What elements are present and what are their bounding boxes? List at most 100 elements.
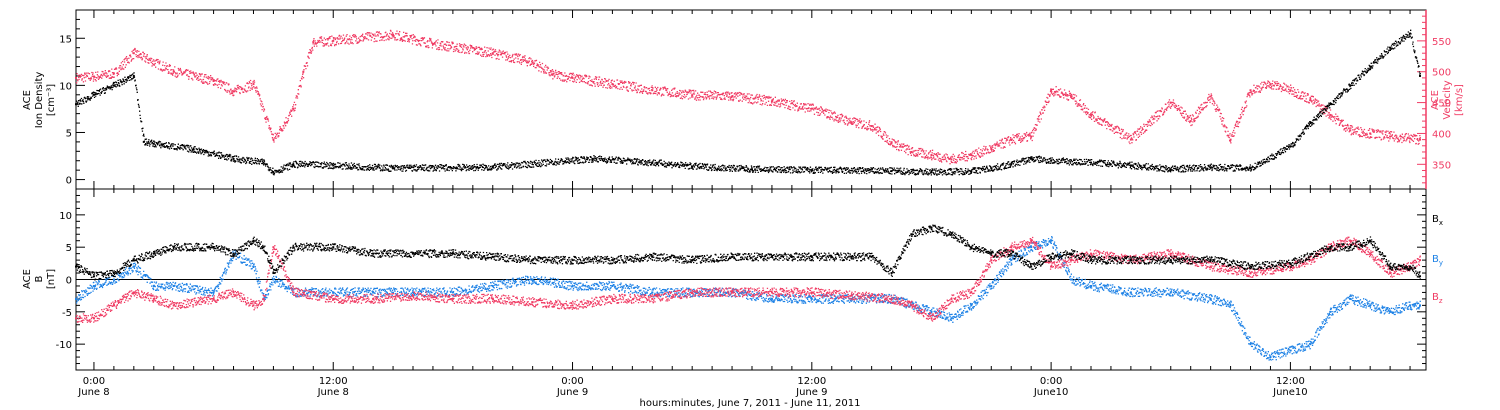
x-tick-label-time: 12:00 — [1276, 376, 1305, 387]
bz-point — [1389, 272, 1392, 275]
bx-point — [1089, 259, 1092, 262]
density-point — [1169, 168, 1172, 171]
velocity-scatter — [76, 29, 1421, 165]
legend-entry-Bx: Bx — [1432, 214, 1443, 227]
density-point — [1209, 166, 1212, 169]
bz-point — [571, 304, 574, 307]
x-tick-label-date: June 8 — [77, 387, 109, 398]
by-point — [1369, 304, 1372, 307]
bx-point — [451, 252, 454, 255]
x-tick-label-date: June10 — [1033, 387, 1069, 398]
by-point — [1209, 297, 1212, 300]
density-point — [132, 74, 135, 77]
density-point — [292, 163, 295, 166]
bx-point — [332, 246, 335, 249]
velocity-y-tick-label: 450 — [1432, 99, 1451, 110]
by-point — [1050, 239, 1053, 242]
panel1-left-ylabel: ACE Ion Density [cm⁻³] — [22, 72, 57, 129]
by-point — [990, 284, 993, 287]
bx-point — [731, 255, 734, 258]
bz-point — [152, 297, 155, 300]
density-y-tick-label: 5 — [66, 128, 72, 139]
bz-point — [651, 297, 654, 300]
velocity-point — [1070, 95, 1073, 98]
panel1-right-ylabel-line3: [km/s] — [1454, 84, 1465, 116]
bz-point — [930, 317, 933, 320]
b-y-tick-label: 10 — [59, 211, 72, 222]
velocity-point — [770, 100, 773, 103]
bz-point — [850, 294, 853, 297]
velocity-point — [930, 154, 933, 157]
bx-point — [1070, 252, 1073, 255]
panel2-ylabel-line1: ACE — [22, 269, 33, 289]
bx-point — [1329, 246, 1332, 249]
density-point — [750, 168, 753, 171]
velocity-point — [312, 41, 315, 44]
velocity-point — [302, 70, 305, 73]
panel2-ylabel-line2: B — [34, 275, 45, 282]
velocity-y-tick-label: 550 — [1432, 37, 1451, 48]
velocity-point — [1089, 113, 1092, 116]
b-y-tick-label: -10 — [56, 340, 72, 351]
density-point — [591, 157, 594, 160]
bx-point — [112, 272, 115, 275]
density-point — [1010, 163, 1013, 166]
velocity-point — [990, 147, 993, 150]
density-point — [1249, 167, 1252, 170]
density-y-tick-label: 15 — [59, 34, 72, 45]
bz-point — [372, 297, 375, 300]
velocity-y-tick-label: 350 — [1432, 160, 1451, 171]
velocity-point — [392, 33, 395, 36]
bx-point — [1050, 255, 1053, 258]
density-point — [970, 170, 973, 173]
bz-point — [1169, 252, 1172, 255]
velocity-point — [212, 79, 215, 82]
bz-point — [1309, 259, 1312, 262]
density-scatter — [76, 29, 1421, 176]
by-point — [112, 278, 115, 281]
velocity-point — [1030, 135, 1033, 138]
by-point — [1030, 246, 1033, 249]
by-point — [531, 278, 534, 281]
density-point — [930, 171, 933, 174]
density-point — [1030, 157, 1033, 160]
bz-scatter — [76, 236, 1421, 324]
bz-point — [132, 291, 135, 294]
by-point — [1329, 310, 1332, 313]
panel2-ylabel-line3: [nT] — [46, 269, 57, 289]
by-scatter — [76, 235, 1421, 361]
velocity-point — [1050, 89, 1053, 92]
velocity-point — [970, 154, 973, 157]
velocity-point — [252, 83, 255, 86]
bz-point — [950, 297, 953, 300]
velocity-point — [1419, 138, 1422, 141]
density-point — [262, 161, 265, 164]
bx-point — [172, 246, 175, 249]
velocity-point — [272, 138, 275, 141]
velocity-point — [950, 158, 953, 161]
by-point — [1010, 259, 1013, 262]
x-tick-label-time: 0:00 — [1040, 376, 1062, 387]
velocity-point — [491, 52, 494, 55]
by-point — [92, 284, 95, 287]
density-point — [332, 164, 335, 167]
bz-point — [890, 297, 893, 300]
legend-entry-Bz: Bz — [1432, 292, 1443, 305]
density-point — [152, 142, 155, 145]
bx-point — [232, 252, 235, 255]
panel2-ylabel: ACE B [nT] — [22, 269, 57, 289]
by-point — [1419, 304, 1422, 307]
x-tick-label-date: June 9 — [556, 387, 588, 398]
bz-point — [1089, 252, 1092, 255]
velocity-point — [571, 76, 574, 79]
velocity-point — [232, 90, 235, 93]
density-point — [112, 84, 115, 87]
density-point — [272, 171, 275, 174]
density-y-tick-label: 10 — [59, 81, 72, 92]
velocity-point — [1369, 132, 1372, 135]
velocity-point — [1229, 138, 1232, 141]
x-tick-label-time: 0:00 — [561, 376, 583, 387]
bx-point — [1169, 259, 1172, 262]
bz-point — [990, 259, 993, 262]
